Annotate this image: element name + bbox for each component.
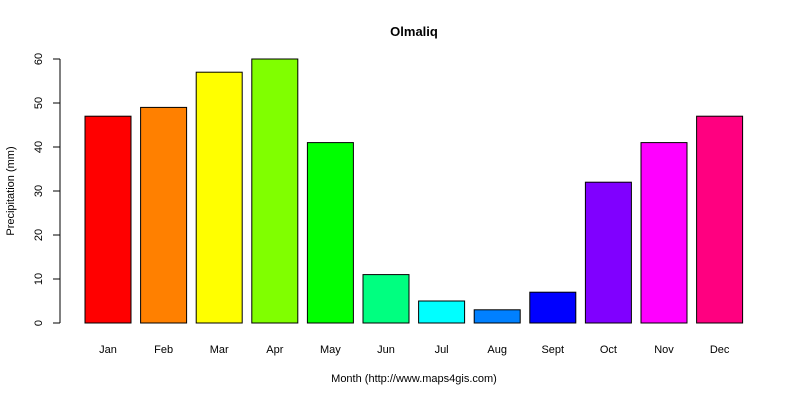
- y-tick-label: 30: [33, 185, 45, 197]
- bar-aug: [473, 309, 521, 324]
- bars-group: [84, 58, 744, 324]
- bar-jan: [84, 115, 132, 324]
- bar-sept: [529, 291, 577, 324]
- x-tick-label: Nov: [654, 344, 674, 356]
- y-tick-label: 50: [33, 97, 45, 109]
- y-tick-label: 40: [33, 141, 45, 153]
- y-axis-label: Precipitation (mm): [5, 146, 17, 235]
- bar-apr: [251, 58, 299, 324]
- y-tick-label: 20: [33, 229, 45, 241]
- bar-feb: [140, 106, 188, 324]
- x-axis-tick-labels: Jan Feb Mar Apr May Jun Jul Aug Sept Oct Nov Dec: [99, 344, 730, 356]
- x-tick-label: Jul: [435, 344, 449, 356]
- x-tick-label: Aug: [487, 344, 507, 356]
- bar-may: [306, 142, 354, 324]
- y-tick-label: 0: [33, 320, 45, 326]
- x-tick-label: Sept: [541, 344, 564, 356]
- bar-nov: [640, 142, 688, 324]
- bar-jun: [362, 274, 410, 324]
- y-tick-label: 10: [33, 273, 45, 285]
- x-tick-label: Mar: [210, 344, 229, 356]
- x-tick-label: Oct: [600, 344, 617, 356]
- y-axis-ticks: 0 10 20 30 40 50 60: [33, 53, 60, 326]
- bar-mar: [195, 71, 243, 324]
- x-tick-label: Feb: [154, 344, 173, 356]
- y-tick-label: 60: [33, 53, 45, 65]
- x-tick-label: Dec: [710, 344, 730, 356]
- chart-title: Olmaliq: [390, 24, 438, 39]
- x-tick-label: Jan: [99, 344, 117, 356]
- x-tick-label: Apr: [266, 344, 283, 356]
- x-axis-label: Month (http://www.maps4gis.com): [331, 373, 497, 385]
- x-tick-label: May: [320, 344, 341, 356]
- bar-dec: [696, 115, 744, 324]
- bar-jul: [418, 300, 466, 324]
- x-tick-label: Jun: [377, 344, 395, 356]
- bar-oct: [584, 181, 632, 324]
